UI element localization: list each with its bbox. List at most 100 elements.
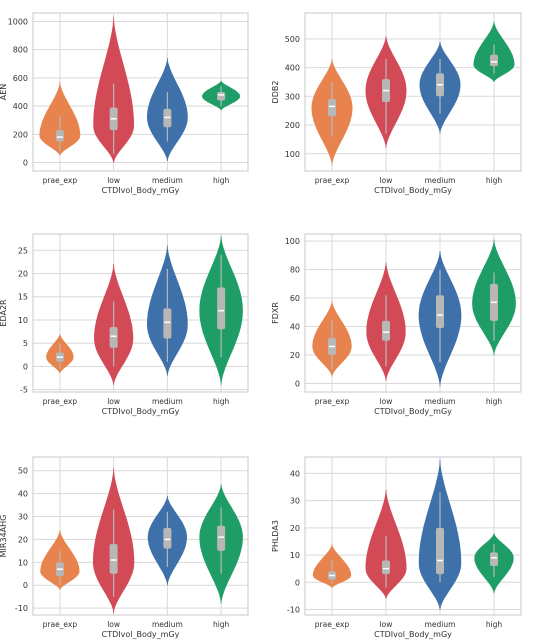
- panel-phlda3: -10 0 10 20 30 40 prae_exp low medium high CTDIvol…: [271, 456, 522, 639]
- panel-fdxr: 0 20 40 60 80 100 prae_exp low medium high CTDIvol…: [271, 233, 522, 416]
- y-tick-label-30: 30: [18, 513, 28, 522]
- x-tick-label-medium: medium: [425, 176, 456, 185]
- x-tick-label-high: high: [213, 176, 230, 185]
- y-tick-label-60: 60: [290, 294, 300, 303]
- y-tick-label-100: 100: [285, 237, 300, 246]
- box-ddb2-high: [490, 54, 498, 67]
- y-axis-label: DDB2: [271, 81, 280, 104]
- y-tick-label-200: 200: [285, 121, 300, 130]
- x-tick-label-medium: medium: [152, 176, 183, 185]
- plot-frame: [32, 12, 249, 172]
- y-tick-label-400: 400: [285, 64, 300, 73]
- box-ddb2-prae-exp: [328, 99, 336, 117]
- y-tick-label-30: 30: [290, 497, 300, 506]
- y-axis-label: EDA2R: [0, 299, 8, 327]
- y-tick-label-0: 0: [295, 578, 300, 587]
- y-tick-label-20: 20: [290, 351, 300, 360]
- x-tick-label-high: high: [486, 176, 503, 185]
- y-tick-label-15: 15: [18, 293, 28, 302]
- y-tick-label-600: 600: [13, 74, 28, 83]
- box-fdxr-low: [382, 320, 390, 341]
- y-tick-label-40: 40: [18, 490, 28, 499]
- y-tick-label--5: -5: [20, 386, 28, 395]
- x-tick-label-prae-exp: prae_exp: [43, 397, 78, 406]
- plot-frame: [32, 456, 249, 616]
- plot-frame: [304, 456, 522, 616]
- y-tick-label-20: 20: [290, 524, 300, 533]
- y-tick-label-0: 0: [23, 362, 28, 371]
- y-tick-label-5: 5: [23, 339, 28, 348]
- plot-area: [304, 456, 522, 616]
- box-eda2r-low: [109, 326, 118, 348]
- x-tick-label-low: low: [380, 176, 393, 185]
- y-tick-label-100: 100: [285, 150, 300, 159]
- y-tick-label-0: 0: [23, 159, 28, 168]
- box-mir34ahg-low: [109, 544, 118, 574]
- box-eda2r-high: [217, 287, 226, 330]
- y-tick-label--10: -10: [287, 606, 300, 615]
- y-tick-label-300: 300: [285, 92, 300, 101]
- y-tick-label-800: 800: [13, 46, 28, 55]
- y-axis-label: PHLDA3: [271, 520, 280, 552]
- y-tick-label-10: 10: [18, 558, 28, 567]
- x-tick-label-low: low: [107, 176, 120, 185]
- x-tick-label-low: low: [380, 397, 393, 406]
- x-tick-label-medium: medium: [425, 397, 456, 406]
- box-phlda3-high: [490, 552, 498, 566]
- plot-frame: [32, 233, 249, 393]
- x-axis-label: CTDIvol_Body_mGy: [374, 407, 452, 416]
- x-axis-label: CTDIvol_Body_mGy: [374, 186, 452, 195]
- x-tick-label-prae-exp: prae_exp: [43, 176, 78, 185]
- x-axis-label: CTDIvol_Body_mGy: [102, 630, 180, 639]
- y-axis-label: FDXR: [271, 302, 280, 324]
- x-tick-label-medium: medium: [152, 397, 183, 406]
- y-tick-label-50: 50: [18, 467, 28, 476]
- box-eda2r-medium: [163, 308, 172, 339]
- x-axis-label: CTDIvol_Body_mGy: [102, 407, 180, 416]
- box-aen-prae-exp: [55, 130, 64, 142]
- panel-eda2r: -5 0 5 10 15 20 25 prae_exp low medium high CTDIvol…: [0, 233, 249, 416]
- x-tick-label-prae-exp: prae_exp: [315, 397, 350, 406]
- box-mir34ahg-medium: [163, 527, 172, 549]
- y-tick-label-0: 0: [295, 379, 300, 388]
- box-phlda3-medium: [436, 527, 444, 575]
- y-axis-label: AEN: [0, 84, 8, 101]
- box-fdxr-medium: [436, 295, 444, 328]
- x-tick-label-high: high: [486, 397, 503, 406]
- y-tick-label--10: -10: [15, 604, 28, 613]
- x-tick-label-prae-exp: prae_exp: [315, 620, 350, 629]
- y-axis-label: MIR34AHG: [0, 515, 8, 558]
- plot-frame: [304, 233, 522, 393]
- panel-aen: 0 200 400 600 800 1000 prae_exp low medium high CT…: [0, 12, 249, 195]
- x-tick-label-high: high: [213, 397, 230, 406]
- y-tick-label-80: 80: [290, 266, 300, 275]
- y-tick-label-500: 500: [285, 35, 300, 44]
- y-tick-label-10: 10: [18, 316, 28, 325]
- panel-ddb2: 100 200 300 400 500 prae_exp low medium high CTDI…: [271, 12, 522, 195]
- y-tick-label-10: 10: [290, 551, 300, 560]
- x-tick-label-low: low: [107, 397, 120, 406]
- y-tick-label-20: 20: [18, 270, 28, 279]
- box-aen-high: [217, 92, 226, 101]
- x-tick-label-prae-exp: prae_exp: [315, 176, 350, 185]
- x-tick-label-low: low: [107, 620, 120, 629]
- y-tick-label-200: 200: [13, 130, 28, 139]
- x-tick-label-high: high: [213, 620, 230, 629]
- box-mir34ahg-high: [217, 525, 226, 551]
- y-tick-label-40: 40: [290, 323, 300, 332]
- y-tick-label-25: 25: [18, 246, 28, 255]
- y-tick-label-1000: 1000: [8, 17, 28, 26]
- y-tick-label-40: 40: [290, 469, 300, 478]
- x-tick-label-high: high: [486, 620, 503, 629]
- y-tick-label-400: 400: [13, 102, 28, 111]
- x-tick-label-medium: medium: [152, 620, 183, 629]
- x-tick-label-medium: medium: [425, 620, 456, 629]
- x-axis-label: CTDIvol_Body_mGy: [374, 630, 452, 639]
- box-phlda3-low: [382, 560, 390, 575]
- x-tick-label-low: low: [380, 620, 393, 629]
- panel-mir34ahg: -10 0 10 20 30 40 50 prae_exp low medium high CTDIv…: [0, 456, 249, 639]
- x-axis-label: CTDIvol_Body_mGy: [102, 186, 180, 195]
- y-tick-label-0: 0: [23, 581, 28, 590]
- y-tick-label-20: 20: [18, 535, 28, 544]
